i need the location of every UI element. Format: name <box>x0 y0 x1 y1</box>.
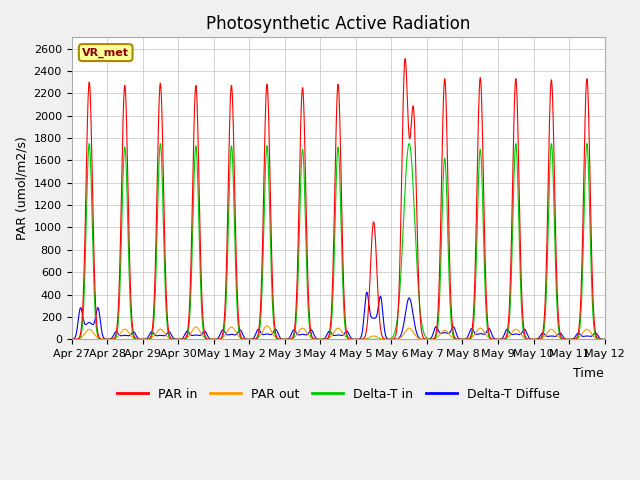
Title: Photosynthetic Active Radiation: Photosynthetic Active Radiation <box>206 15 470 33</box>
X-axis label: Time: Time <box>573 367 604 380</box>
Legend: PAR in, PAR out, Delta-T in, Delta-T Diffuse: PAR in, PAR out, Delta-T in, Delta-T Dif… <box>111 383 564 406</box>
Y-axis label: PAR (umol/m2/s): PAR (umol/m2/s) <box>15 136 28 240</box>
Text: VR_met: VR_met <box>82 48 129 58</box>
